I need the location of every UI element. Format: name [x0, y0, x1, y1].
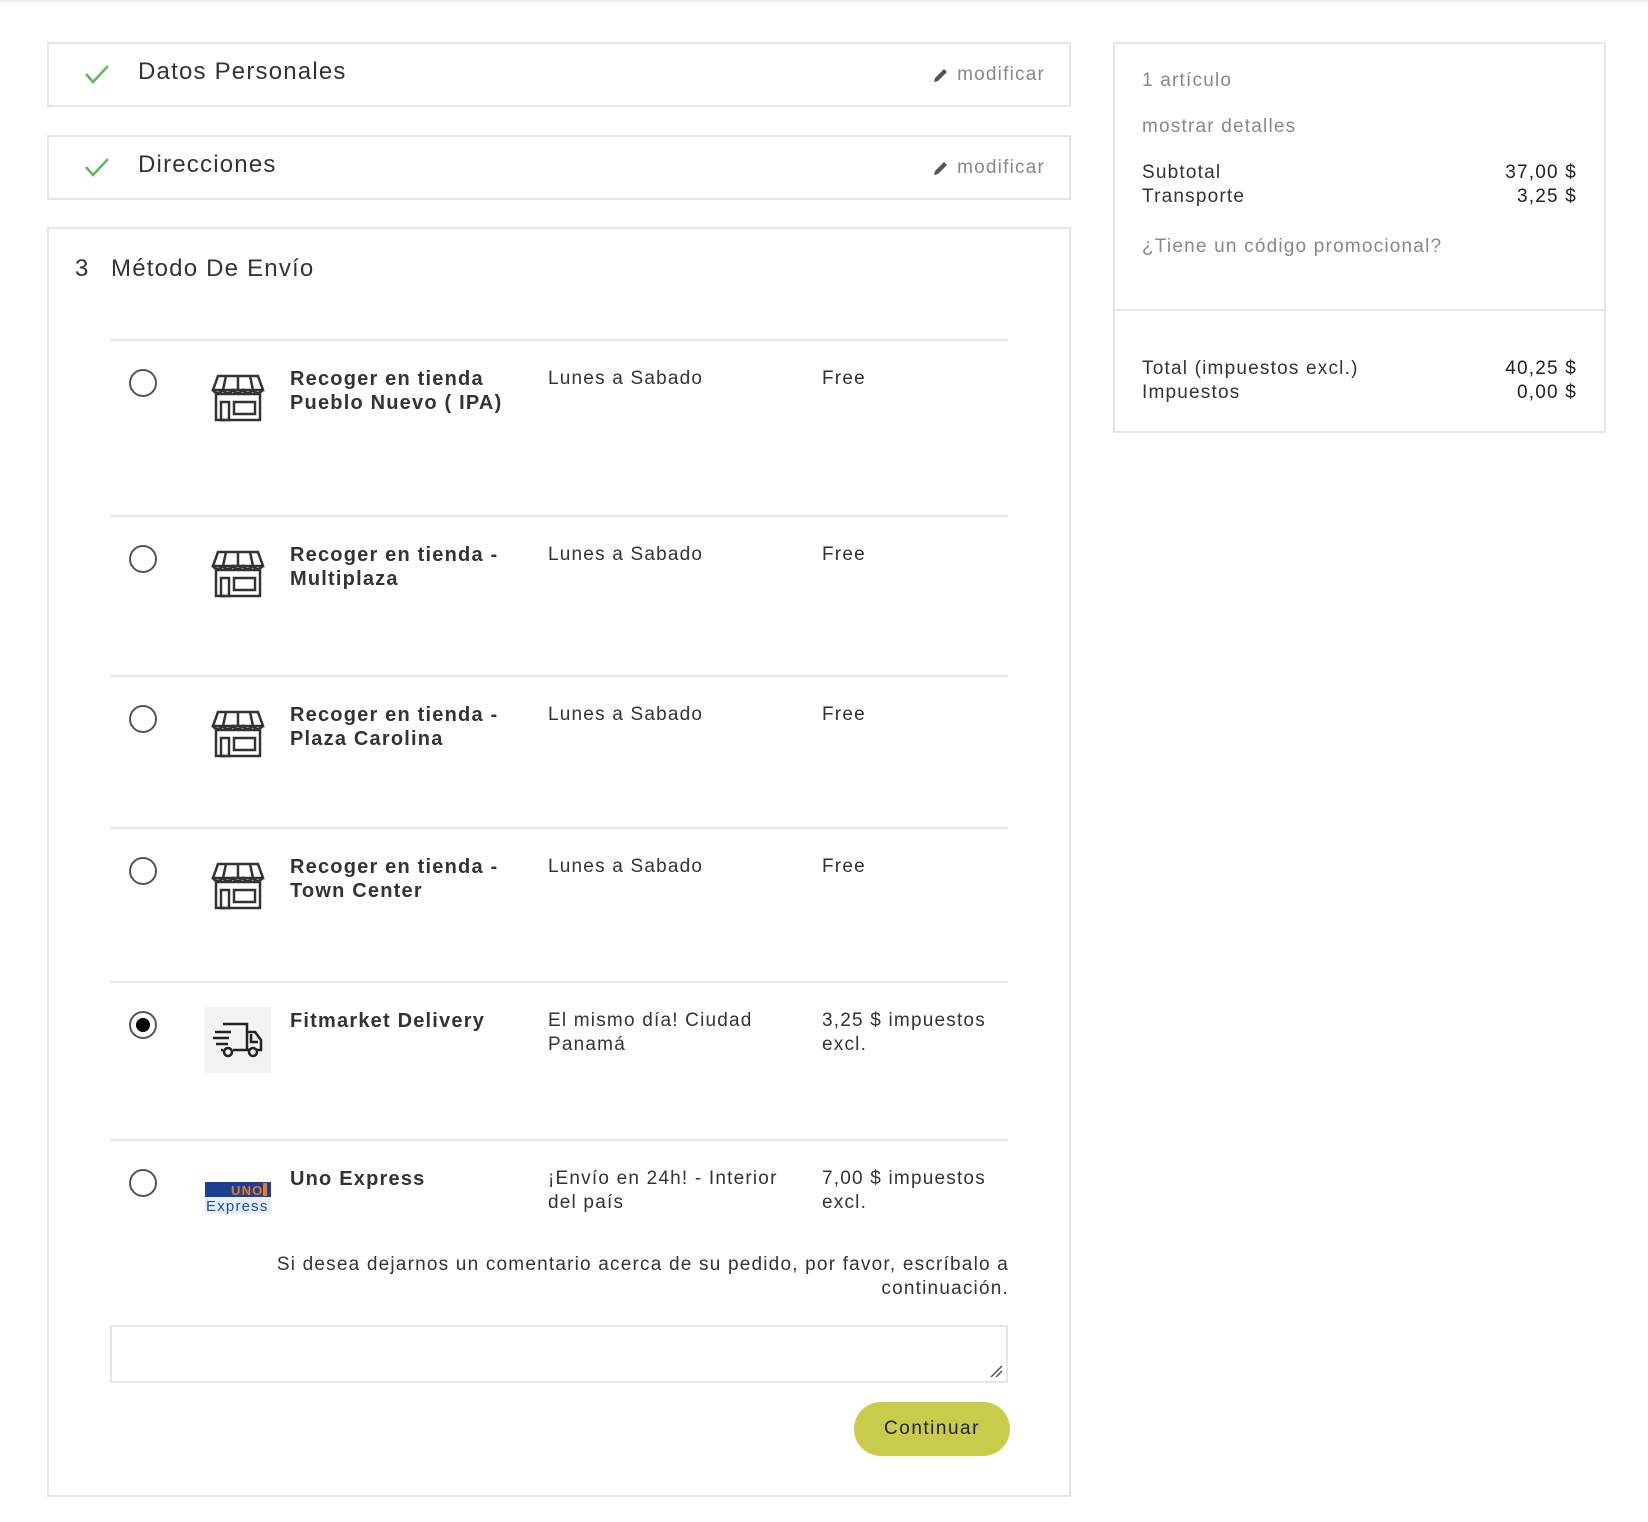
svg-text:Express: Express [206, 1198, 269, 1214]
subtotal-label: Subtotal [1142, 162, 1222, 183]
option-description: ¡Envío en 24h! - Interior del país [548, 1168, 778, 1213]
delivery-truck-icon [205, 1007, 271, 1073]
shipping-value: 3,25 $ [1516, 186, 1577, 207]
radio-button[interactable] [129, 1011, 157, 1039]
step-title: Datos Personales [138, 58, 347, 85]
resize-handle-icon[interactable] [989, 1364, 1003, 1378]
radio-button[interactable] [129, 369, 157, 397]
option-name: Recoger en tienda Pueblo Nuevo ( IPA) [290, 368, 503, 414]
step-addresses: Direcciones modificar [47, 135, 1071, 200]
option-price: Free [822, 544, 866, 565]
step-title: Método De Envío [111, 255, 315, 282]
uno-express-logo: UNO Express [205, 1165, 271, 1231]
radio-button[interactable] [129, 705, 157, 733]
shipping-option[interactable]: UNO Express Uno Express ¡Envío en 24h! - … [110, 1139, 1008, 1214]
subtotal-value: 37,00 $ [1505, 162, 1577, 183]
step-personal-data: Datos Personales modificar [47, 42, 1071, 107]
option-name: Recoger en tienda - Plaza Carolina [290, 704, 499, 750]
summary-divider [1115, 309, 1604, 311]
continue-button[interactable]: Continuar [854, 1402, 1010, 1456]
option-name: Recoger en tienda - Town Center [290, 856, 499, 902]
total-label: Total (impuestos excl.) [1142, 358, 1359, 379]
pencil-icon [934, 162, 948, 175]
store-icon [205, 365, 271, 431]
cart-summary: 1 artículo mostrar detalles Subtotal 37,… [1113, 42, 1606, 433]
option-price: Free [822, 856, 866, 877]
shipping-option[interactable]: Recoger en tienda - Multiplaza Lunes a S… [110, 515, 1008, 598]
option-price: Free [822, 368, 866, 389]
taxes-label: Impuestos [1142, 382, 1241, 403]
step-title: Direcciones [138, 151, 277, 178]
total-value: 40,25 $ [1505, 358, 1577, 379]
option-description: Lunes a Sabado [548, 856, 704, 877]
comment-prompt: Si desea dejarnos un comentario acerca d… [276, 1254, 1009, 1299]
promo-code-link[interactable]: ¿Tiene un código promocional? [1142, 236, 1443, 257]
shipping-option[interactable]: Recoger en tienda Pueblo Nuevo ( IPA) Lu… [110, 339, 1008, 422]
store-icon [205, 701, 271, 767]
step-number: 3 [75, 255, 90, 282]
option-price: 7,00 $ impuestos excl. [822, 1168, 986, 1213]
option-description: Lunes a Sabado [548, 544, 704, 565]
top-divider [0, 0, 1648, 2]
svg-text:UNO: UNO [231, 1183, 264, 1198]
option-name: Fitmarket Delivery [290, 1010, 486, 1032]
shipping-label: Transporte [1142, 186, 1246, 207]
shipping-option[interactable]: Fitmarket Delivery El mismo día! Ciudad … [110, 981, 1008, 1073]
radio-button[interactable] [129, 545, 157, 573]
option-description: Lunes a Sabado [548, 704, 704, 725]
radio-button[interactable] [129, 1169, 157, 1197]
taxes-value: 0,00 $ [1516, 382, 1577, 403]
option-description: Lunes a Sabado [548, 368, 704, 389]
edit-label: modificar [957, 157, 1045, 178]
option-name: Recoger en tienda - Multiplaza [290, 544, 499, 590]
pencil-icon [934, 69, 948, 82]
show-details-link[interactable]: mostrar detalles [1142, 116, 1297, 137]
shipping-method-step: 3 Método De Envío Recoger en tienda Pueb… [47, 227, 1071, 1497]
items-count: 1 artículo [1142, 70, 1233, 91]
store-icon [205, 853, 271, 919]
option-name: Uno Express [290, 1168, 426, 1190]
radio-button[interactable] [129, 857, 157, 885]
option-description: El mismo día! Ciudad Panamá [548, 1010, 753, 1055]
check-icon [85, 65, 109, 84]
store-icon [205, 541, 271, 607]
edit-link[interactable]: modificar [933, 157, 1045, 179]
edit-label: modificar [957, 64, 1045, 85]
edit-link[interactable]: modificar [933, 64, 1045, 86]
option-price: Free [822, 704, 866, 725]
shipping-option[interactable]: Recoger en tienda - Town Center Lunes a … [110, 827, 1008, 910]
shipping-option[interactable]: Recoger en tienda - Plaza Carolina Lunes… [110, 675, 1008, 758]
comment-textarea[interactable] [110, 1325, 1008, 1383]
check-icon [85, 158, 109, 177]
option-price: 3,25 $ impuestos excl. [822, 1010, 986, 1055]
